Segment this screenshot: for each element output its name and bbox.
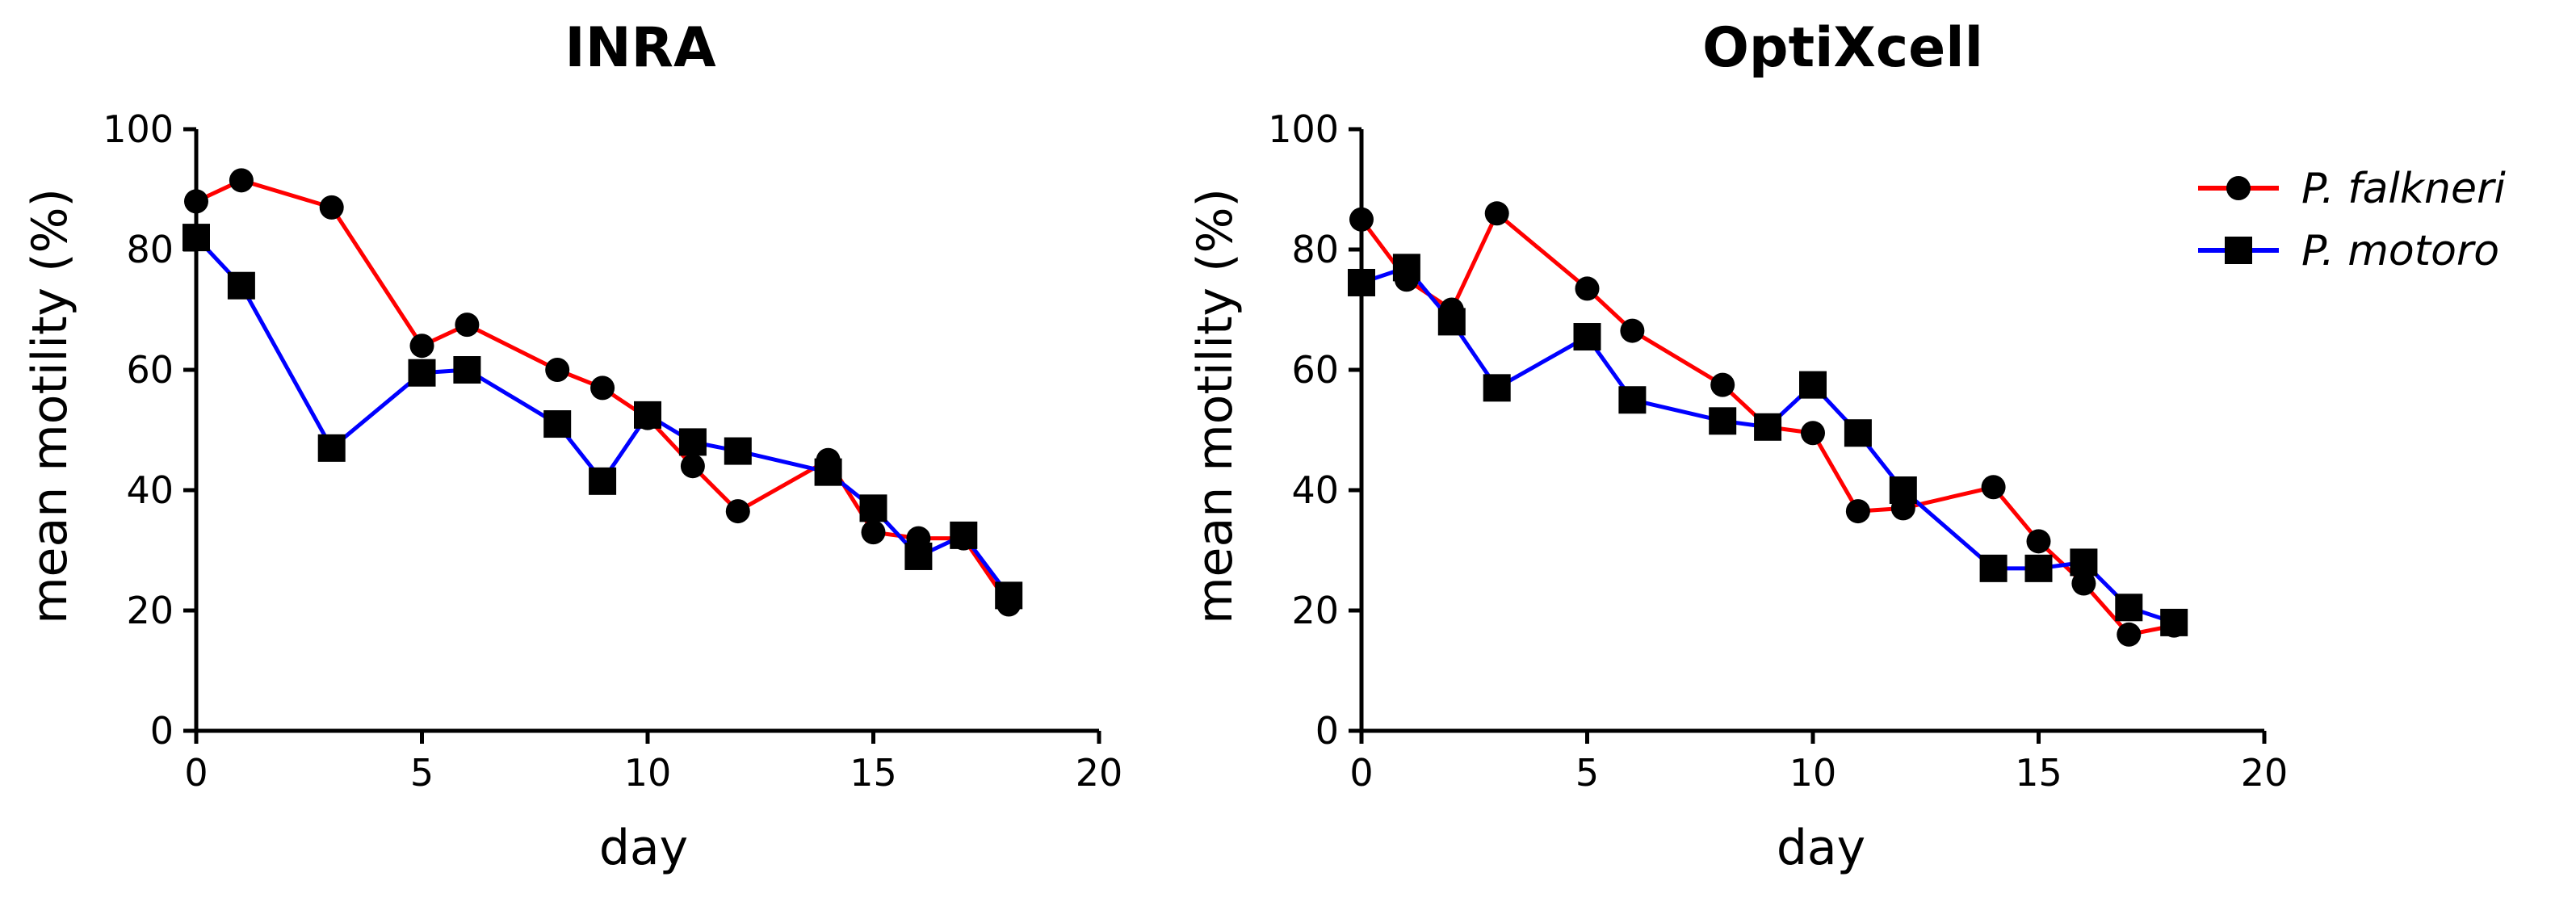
x-tick-label: 0: [184, 751, 208, 795]
data-point-p-motoro: [904, 542, 933, 570]
plot-area: 0 20 40 60 80 100 0 5 10 15 20: [103, 107, 1122, 795]
data-point-p-falkneri: [1801, 421, 1825, 446]
y-tick-label: 0: [150, 709, 174, 753]
data-point-p-motoro: [995, 581, 1023, 610]
plot-area: 0 20 40 60 80 100 0 5 10 15 20: [1268, 107, 2288, 795]
data-point-p-motoro: [950, 521, 978, 549]
data-point-p-falkneri: [1845, 499, 1870, 524]
legend-marker-p-falkneri: [2226, 176, 2251, 200]
chart-inra: INRA mean motility (%) day 0204060801000…: [22, 16, 1122, 876]
y-tick-label: 80: [126, 228, 174, 271]
data-point-p-motoro: [1844, 419, 1872, 447]
data-point-p-falkneri: [1575, 276, 1600, 301]
legend-label-p-falkneri: P. falkneri: [2301, 165, 2506, 213]
data-point-p-motoro: [227, 271, 255, 300]
x-axis-label: day: [599, 820, 688, 876]
data-point-p-motoro: [317, 434, 346, 462]
legend-label-p-motoro: P. motoro: [2301, 227, 2499, 275]
data-point-p-falkneri: [319, 195, 344, 220]
data-point-p-motoro: [2160, 608, 2188, 636]
x-tick-label: 10: [1789, 751, 1837, 795]
y-tick-label: 60: [1291, 348, 1339, 392]
data-point-p-motoro: [1392, 254, 1420, 282]
x-tick-label: 20: [2241, 751, 2289, 795]
data-point-p-falkneri: [1981, 475, 2006, 500]
data-point-p-motoro: [183, 224, 210, 252]
data-point-p-motoro: [453, 356, 481, 384]
data-point-p-motoro: [1889, 476, 1917, 504]
data-point-p-motoro: [1573, 323, 1601, 351]
data-point-p-falkneri: [545, 358, 570, 382]
data-point-p-falkneri: [680, 454, 705, 479]
y-tick-label: 20: [126, 589, 174, 632]
y-tick-label: 100: [1268, 107, 1339, 151]
data-point-p-motoro: [1348, 268, 1375, 296]
data-point-p-falkneri: [2026, 529, 2051, 554]
data-point-p-motoro: [1618, 386, 1647, 414]
data-point-p-motoro: [1799, 371, 1827, 399]
chart-optixcell: OptiXcell mean motility (%) day 0 20 40 60 8…: [1187, 16, 2506, 876]
data-point-p-motoro: [543, 410, 572, 438]
y-tick-label: 80: [1291, 228, 1339, 271]
data-point-p-motoro: [1979, 554, 2008, 582]
x-axis-label: day: [1777, 820, 1865, 876]
y-axis-label: mean motility (%): [1187, 188, 1244, 624]
x-tick-label: 20: [1076, 751, 1123, 795]
x-tick-label: 10: [624, 751, 672, 795]
series-line-p-motoro: [1361, 265, 2175, 625]
data-point-p-falkneri: [2071, 571, 2096, 596]
data-point-p-motoro: [589, 467, 617, 495]
y-axis-label: mean motility (%): [22, 188, 78, 624]
data-point-p-motoro: [2115, 594, 2143, 622]
y-tick-label: 20: [1291, 589, 1339, 632]
data-point-p-falkneri: [590, 375, 615, 401]
data-point-p-motoro: [814, 458, 842, 486]
x-tick-label: 5: [410, 751, 434, 795]
data-point-p-motoro: [724, 437, 752, 465]
data-point-p-falkneri: [455, 313, 480, 338]
data-point-p-falkneri: [1620, 318, 1645, 343]
data-point-p-falkneri: [184, 189, 208, 214]
y-tick-label: 40: [1291, 468, 1339, 512]
x-tick-label: 15: [2015, 751, 2062, 795]
data-point-p-falkneri: [2117, 622, 2142, 647]
legend: P. falkneri P. motoro: [2198, 165, 2506, 275]
data-point-p-falkneri: [229, 168, 254, 193]
y-tick-label: 100: [103, 107, 174, 151]
data-point-p-motoro: [408, 359, 436, 387]
legend-marker-p-motoro: [2225, 237, 2252, 264]
series-line-p-falkneri: [1360, 211, 2175, 637]
chart-title: INRA: [564, 16, 716, 80]
data-point-p-motoro: [1483, 374, 1511, 402]
data-point-p-motoro: [634, 401, 661, 429]
data-point-p-falkneri: [1484, 201, 1509, 226]
y-tick-label: 60: [126, 348, 174, 392]
data-point-p-falkneri: [1349, 207, 1374, 232]
x-tick-label: 0: [1349, 751, 1373, 795]
data-point-p-motoro: [1754, 413, 1782, 441]
data-point-p-falkneri: [725, 499, 750, 524]
data-point-p-motoro: [1437, 308, 1466, 336]
data-point-p-falkneri: [861, 520, 886, 545]
y-tick-label: 0: [1315, 709, 1339, 753]
data-point-p-motoro: [678, 428, 707, 456]
data-point-p-falkneri: [1710, 372, 1735, 397]
data-point-p-motoro: [2070, 548, 2098, 577]
data-point-p-falkneri: [409, 334, 434, 359]
chart-title: OptiXcell: [1702, 16, 1983, 80]
x-tick-label: 5: [1575, 751, 1599, 795]
data-point-p-motoro: [859, 494, 887, 522]
data-point-p-motoro: [1709, 407, 1737, 435]
y-tick-label: 40: [126, 468, 174, 512]
series-line-p-motoro: [195, 236, 1011, 597]
x-tick-label: 15: [850, 751, 897, 795]
data-point-p-motoro: [2024, 554, 2053, 582]
